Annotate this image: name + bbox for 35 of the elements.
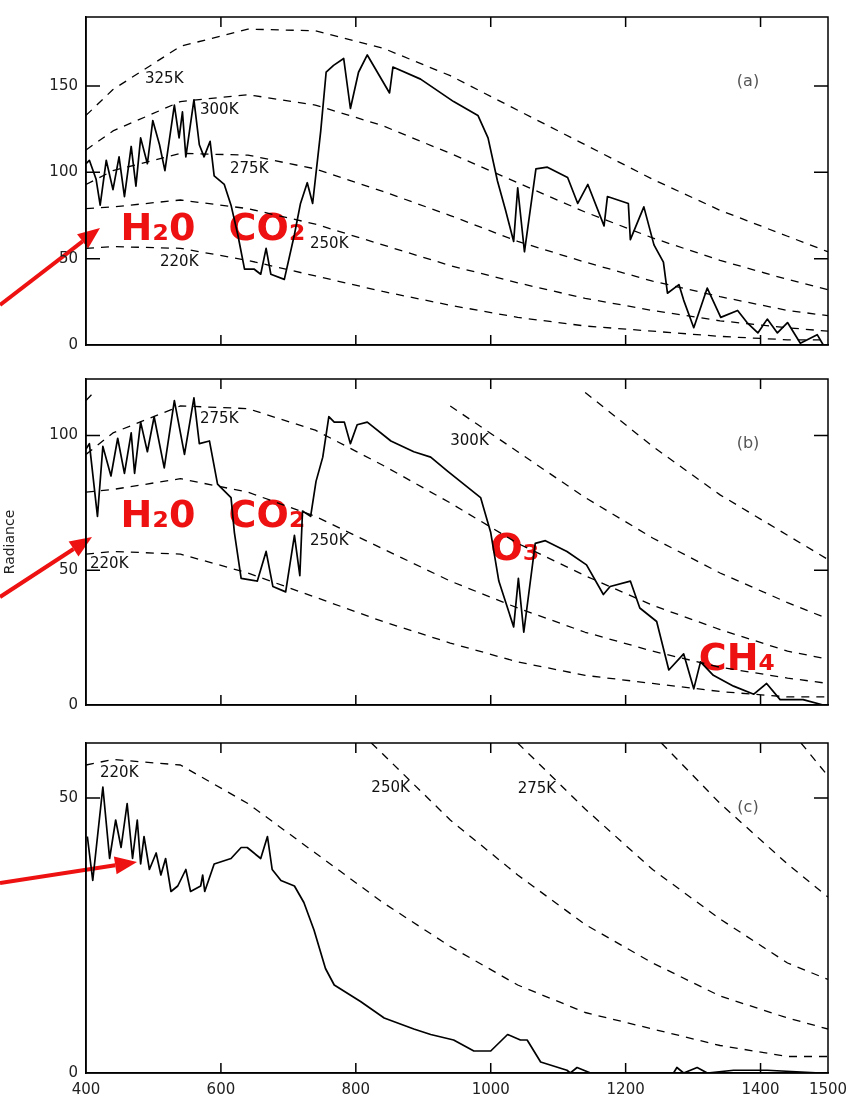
y-tick-label: 100: [49, 162, 78, 181]
series-label: 220K: [160, 251, 200, 270]
series-label: 275K: [200, 408, 240, 427]
y-tick-label: 50: [58, 560, 78, 579]
series-label: 300K: [200, 99, 240, 118]
y-tick-label: 100: [49, 425, 78, 444]
x-tick-label: 400: [71, 1079, 101, 1098]
x-tick-label: 800: [341, 1079, 371, 1098]
series-label: 275K: [230, 159, 270, 178]
y-tick-label: 0: [68, 1062, 78, 1081]
x-tick-label: 600: [206, 1079, 236, 1098]
y-tick-label: 50: [58, 248, 78, 267]
y-tick-label: 0: [68, 334, 78, 353]
y-axis-title: Radiance: [1, 509, 18, 575]
y-tick-label: 0: [68, 694, 78, 713]
series-label: 325K: [145, 69, 185, 88]
annotation: H₂0: [120, 491, 196, 536]
x-tick-label: 1200: [606, 1079, 645, 1098]
x-tick-label: 1400: [741, 1079, 780, 1098]
series-label: 250K: [310, 233, 350, 252]
y-tick-label: 150: [49, 75, 78, 94]
y-tick-label: 50: [58, 787, 78, 806]
x-tick-label: 1500: [808, 1079, 848, 1098]
series-label: 250K: [310, 531, 350, 550]
series-label: 300K: [450, 430, 490, 449]
series-label: 220K: [100, 762, 140, 781]
x-tick-label: 1000: [471, 1079, 510, 1098]
text: (c): [737, 797, 759, 817]
annotation: CH₄: [698, 634, 776, 679]
text: (a): [736, 71, 760, 91]
series-label: 275K: [517, 778, 558, 797]
series-label: 220K: [90, 554, 130, 573]
series-label: 250K: [371, 778, 411, 797]
annotation: H₂0: [120, 204, 196, 249]
text: (b): [736, 433, 760, 453]
